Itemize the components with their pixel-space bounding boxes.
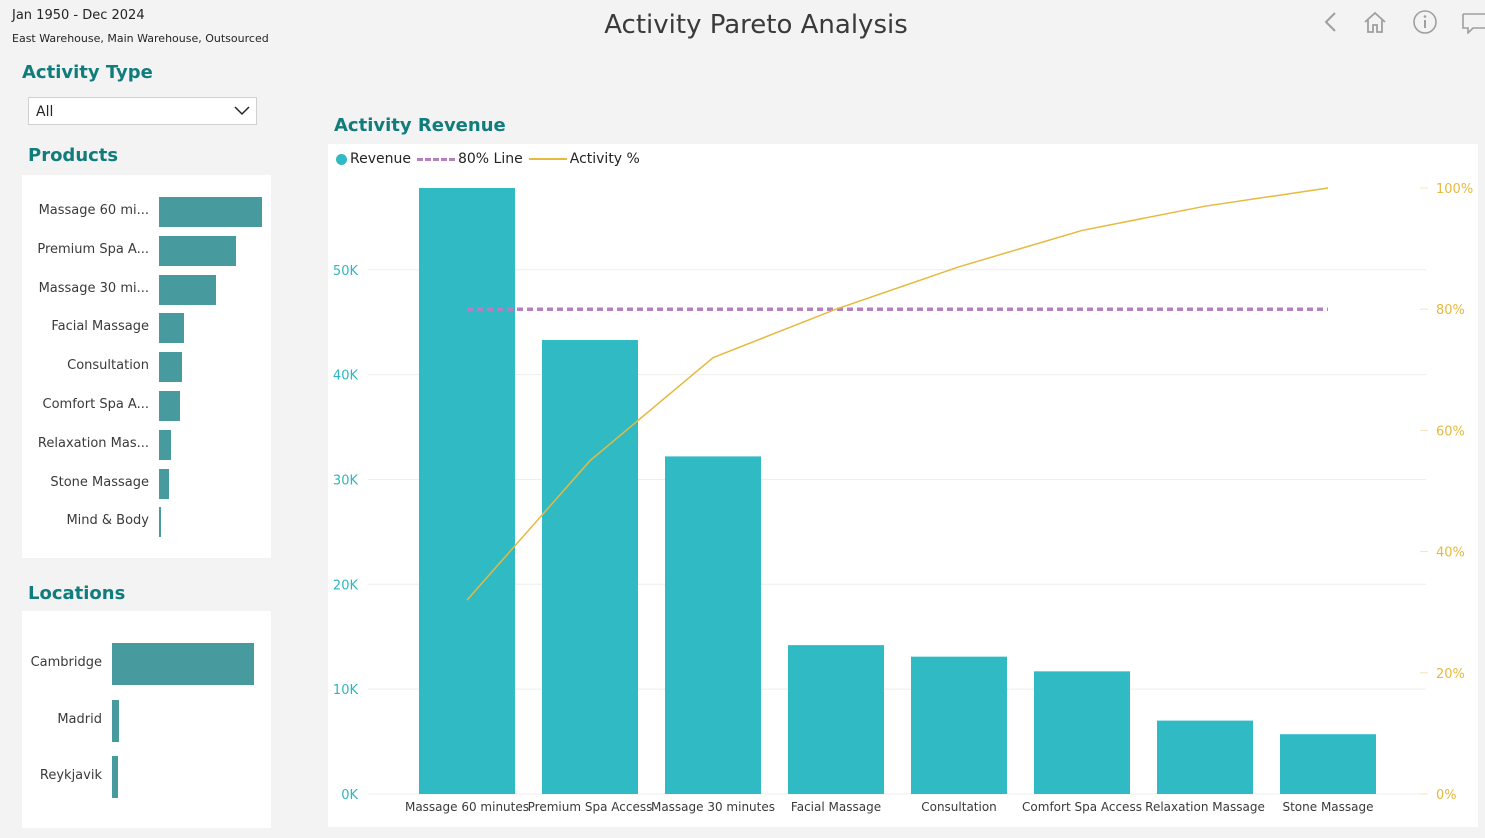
product-row[interactable]: Mind & Body	[22, 506, 271, 538]
y2-axis-tick-label: 80%	[1436, 303, 1465, 318]
y2-axis-tick-label: 60%	[1436, 424, 1465, 439]
x-axis-tick-label: Massage 60 minutes	[405, 800, 529, 814]
chart-legend: Revenue 80% Line Activity %	[336, 151, 646, 167]
product-label: Massage 60 mi...	[38, 203, 149, 218]
y-axis-tick-label: 30K	[333, 473, 359, 488]
product-row[interactable]: Massage 30 mi...	[22, 274, 271, 306]
product-label: Consultation	[67, 358, 149, 374]
location-bar[interactable]	[112, 756, 118, 798]
location-bar[interactable]	[112, 699, 120, 742]
location-label: Madrid	[57, 711, 102, 727]
product-bar[interactable]	[159, 507, 161, 538]
legend-80-line-marker	[416, 157, 455, 161]
activity-type-title: Activity Type	[22, 62, 153, 83]
y-axis-tick-label: 40K	[333, 369, 359, 384]
y2-axis-tick-label: 20%	[1436, 667, 1465, 682]
legend-activity-pct-marker	[528, 158, 567, 160]
warehouse-filter-summary: East Warehouse, Main Warehouse, Outsourc…	[12, 32, 269, 45]
y-axis-tick-label: 20K	[333, 578, 359, 593]
revenue-bar[interactable]	[419, 188, 515, 794]
y2-axis-tick-label: 40%	[1436, 546, 1465, 561]
x-axis-tick-label: Comfort Spa Access	[1022, 800, 1142, 814]
x-axis-tick-label: Massage 30 minutes	[651, 800, 775, 814]
back-icon[interactable]	[1316, 8, 1346, 36]
product-bar[interactable]	[159, 468, 170, 499]
y-axis-tick-label: 0K	[341, 788, 358, 803]
product-row[interactable]: Premium Spa A...	[22, 235, 271, 267]
product-row[interactable]: Relaxation Mas...	[22, 429, 271, 461]
x-axis-tick-label: Consultation	[921, 800, 997, 814]
product-label: Premium Spa A...	[37, 241, 149, 257]
product-label: Stone Massage	[50, 474, 149, 490]
legend-80-line-label: 80% Line	[457, 151, 523, 167]
x-axis-tick-label: Relaxation Massage	[1145, 800, 1265, 814]
legend-item-revenue[interactable]: Revenue	[336, 151, 411, 167]
locations-bar-chart: Cambridge Madrid Reykjavik	[22, 611, 271, 828]
location-row[interactable]: Reykjavik	[22, 756, 271, 798]
date-range: Jan 1950 - Dec 2024	[12, 8, 145, 23]
product-label: Massage 30 mi...	[38, 280, 149, 296]
y2-axis-tick-label: 0%	[1436, 788, 1457, 803]
legend-item-activity-pct[interactable]: Activity %	[528, 151, 640, 167]
revenue-bar[interactable]	[1157, 720, 1253, 794]
products-title: Products	[28, 145, 119, 166]
product-bar[interactable]	[159, 313, 185, 344]
product-bar[interactable]	[159, 352, 183, 383]
activity-revenue-svg: 0K 10K 20K 30K 40K 50K 0% 20% 40% 60% 80% 100% Massa…	[333, 182, 1473, 814]
product-row[interactable]: Comfort Spa A...	[22, 390, 271, 422]
comment-icon[interactable]	[1458, 8, 1485, 36]
product-bar[interactable]	[159, 197, 262, 227]
product-label: Comfort Spa A...	[42, 397, 149, 412]
y2-axis-tick-label: 100%	[1436, 182, 1473, 197]
legend-revenue-label: Revenue	[350, 151, 411, 167]
info-icon[interactable]	[1410, 8, 1440, 36]
home-icon[interactable]	[1360, 8, 1390, 36]
legend-activity-pct-label: Activity %	[569, 151, 640, 167]
location-row[interactable]: Cambridge	[22, 643, 271, 685]
locations-title: Locations	[28, 583, 126, 604]
revenue-bar[interactable]	[1034, 671, 1130, 794]
revenue-bar[interactable]	[542, 340, 638, 794]
location-bar[interactable]	[112, 643, 254, 685]
y-axis-tick-label: 50K	[333, 264, 359, 279]
activity-type-selected-value: All	[36, 104, 54, 120]
activity-percent-line	[466, 187, 1329, 601]
product-row[interactable]: Stone Massage	[22, 468, 271, 500]
chevron-down-icon	[234, 106, 250, 116]
product-label: Relaxation Mas...	[37, 435, 149, 451]
location-label: Cambridge	[30, 655, 102, 670]
product-row[interactable]: Facial Massage	[22, 312, 271, 344]
location-row[interactable]: Madrid	[22, 699, 271, 742]
location-label: Reykjavik	[39, 768, 102, 783]
x-axis-tick-label: Stone Massage	[1282, 800, 1373, 814]
revenue-bar[interactable]	[1280, 734, 1376, 794]
product-row[interactable]: Consultation	[22, 351, 271, 383]
product-bar[interactable]	[159, 391, 180, 421]
legend-item-80-line[interactable]: 80% Line	[416, 151, 523, 167]
revenue-bar[interactable]	[911, 656, 1007, 794]
x-axis-tick-label: Facial Massage	[791, 800, 881, 814]
activity-type-dropdown[interactable]: All	[28, 97, 257, 125]
legend-revenue-marker	[336, 153, 347, 165]
product-label: Facial Massage	[51, 319, 149, 335]
product-label: Mind & Body	[66, 513, 149, 529]
product-bar[interactable]	[159, 235, 237, 266]
products-bar-chart: Massage 60 mi... Premium Spa A... Massage …	[22, 175, 271, 558]
product-bar[interactable]	[159, 429, 172, 460]
page-title: Activity Pareto Analysis	[604, 10, 908, 40]
x-axis-tick-label: Premium Spa Access	[528, 800, 653, 814]
revenue-bar[interactable]	[788, 645, 884, 794]
product-row[interactable]: Massage 60 mi...	[22, 196, 271, 228]
product-bar[interactable]	[159, 274, 217, 305]
revenue-bar[interactable]	[665, 456, 761, 794]
chart-title: Activity Revenue	[334, 115, 506, 136]
y-axis-tick-label: 10K	[333, 683, 359, 698]
activity-revenue-chart: 0K 10K 20K 30K 40K 50K 0% 20% 40% 60% 80% 100% Massa…	[328, 144, 1478, 827]
